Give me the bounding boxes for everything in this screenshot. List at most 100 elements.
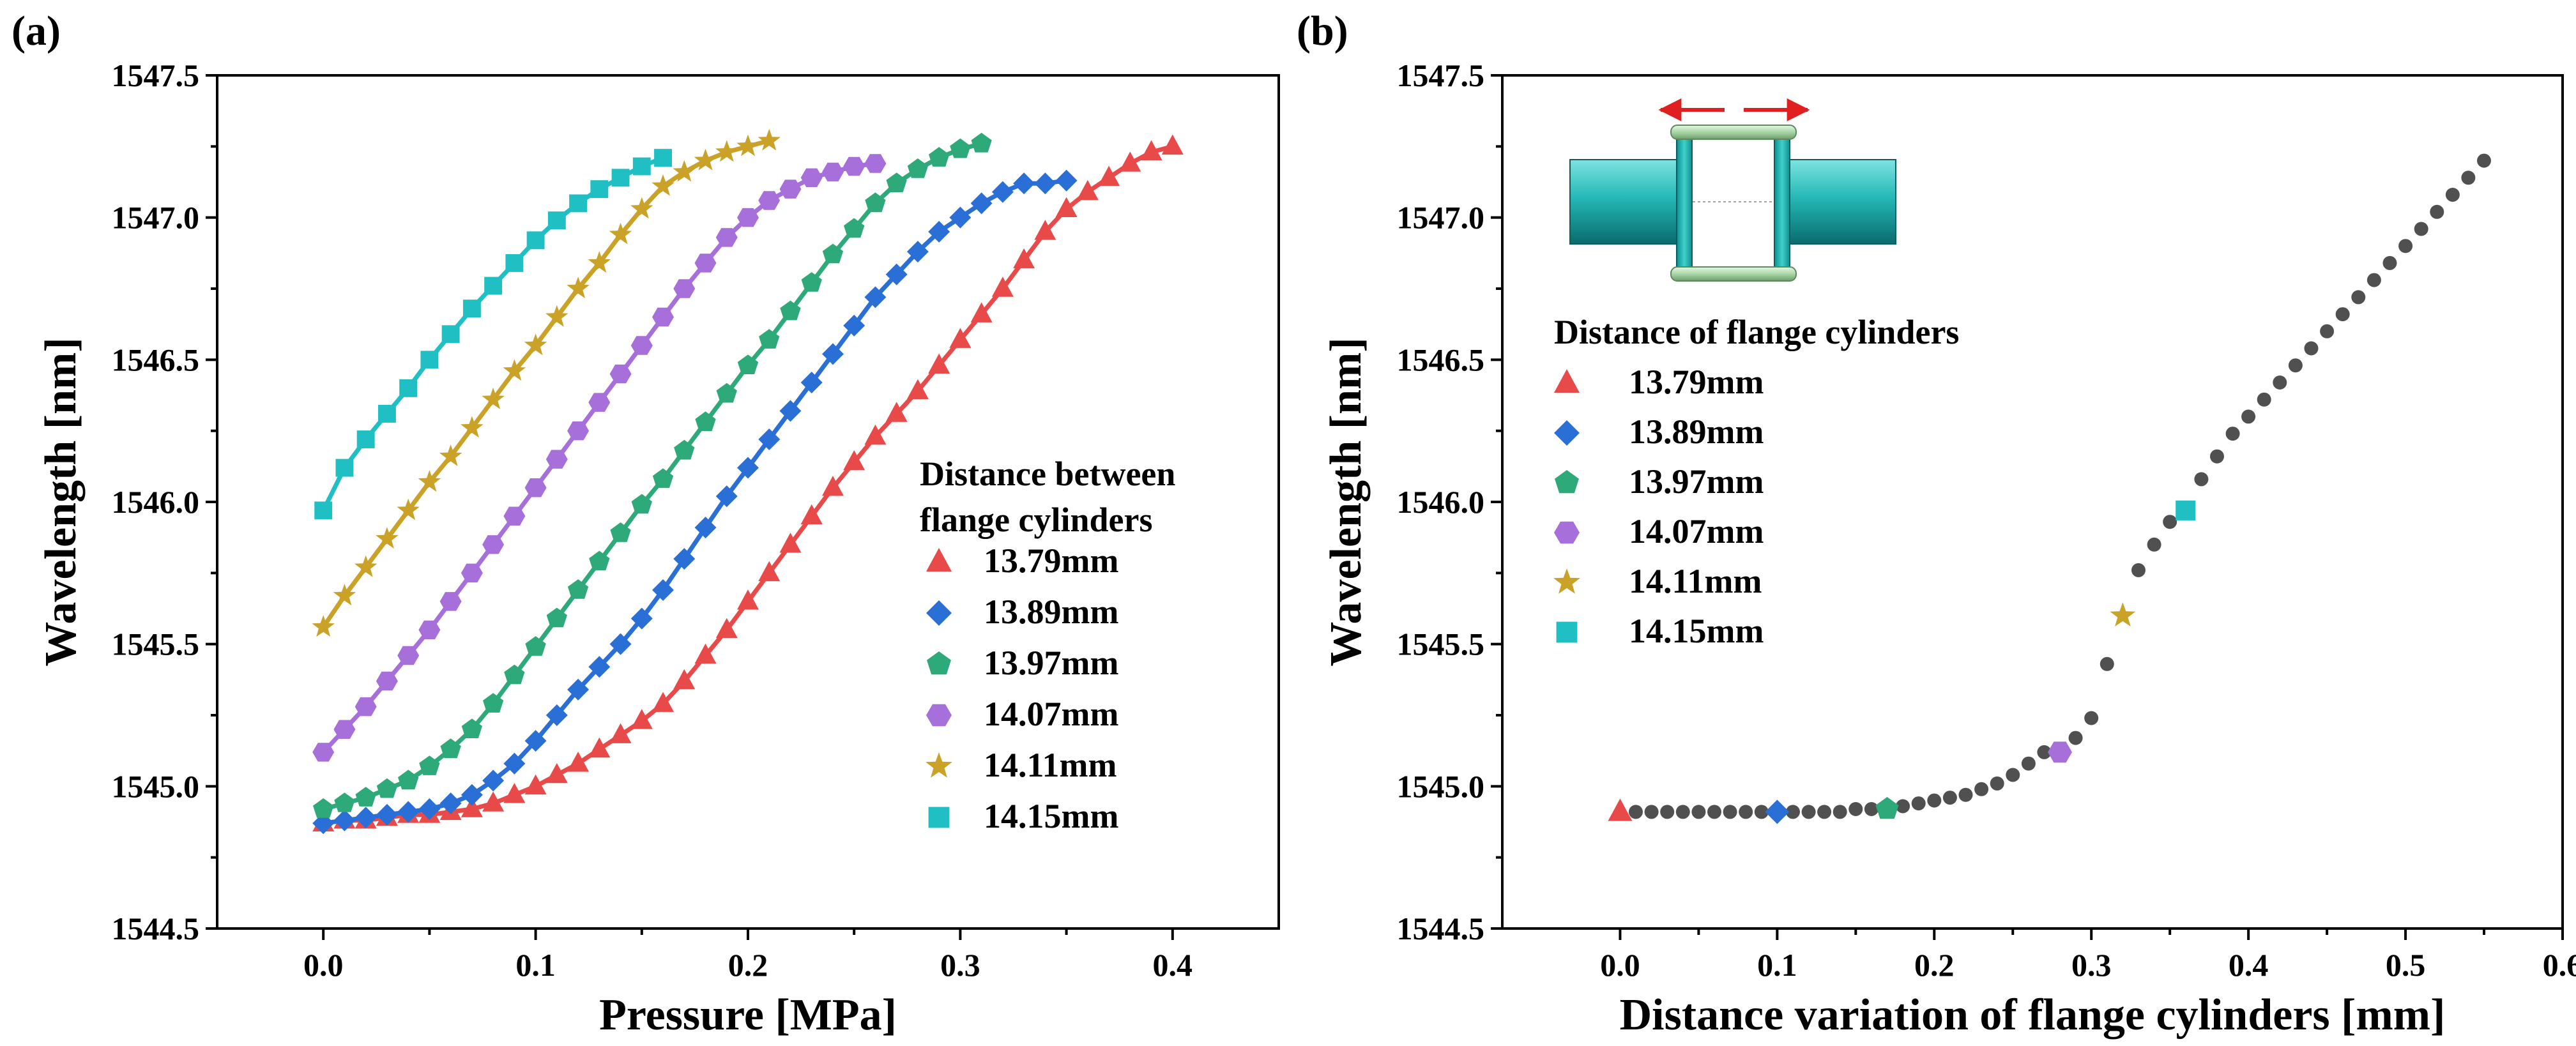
data-point-a-1-19 [715, 485, 738, 508]
y-tick-label-b-3: 1546.0 [1397, 484, 1485, 520]
curve-point-b-14 [1864, 802, 1879, 816]
curve-point-b-11 [1817, 805, 1832, 819]
y-tick-label-a-0: 1544.5 [112, 911, 200, 946]
data-point-a-0-17 [673, 669, 696, 690]
data-point-a-3-5 [418, 620, 441, 640]
data-point-a-4-9 [503, 359, 526, 381]
curve-point-b-48 [2461, 171, 2476, 185]
plot-area-a [312, 128, 1184, 835]
data-point-a-0-18 [694, 643, 717, 664]
legend-marker-a-1 [926, 600, 952, 626]
legend-label-b-4: 14.11mm [1629, 562, 1762, 600]
y-tick-label-b-1: 1545.0 [1397, 768, 1485, 804]
data-point-a-0-38 [1119, 151, 1141, 172]
curve-point-b-0 [1629, 805, 1643, 819]
data-point-a-5-16 [654, 149, 672, 167]
data-point-a-3-8 [482, 535, 505, 554]
data-point-a-0-19 [715, 618, 738, 639]
data-point-a-2-2 [355, 787, 376, 807]
data-point-a-0-24 [821, 476, 844, 496]
y-axis-title-a: Wavelength [nm] [36, 337, 86, 666]
data-point-a-3-7 [461, 563, 483, 583]
data-point-a-2-4 [398, 769, 419, 790]
data-point-a-0-22 [779, 533, 802, 553]
data-point-a-2-14 [610, 522, 631, 542]
axes-b: 0.0 0.1 0.2 0.3 0.4 0.5 0.6 1544.5 1545.0 1545.5 1… [1397, 57, 2576, 983]
data-point-a-1-20 [737, 457, 759, 479]
data-point-a-3-12 [567, 421, 590, 441]
data-point-a-4-11 [545, 305, 568, 327]
x-tick-label-a-2: 0.2 [728, 947, 768, 983]
data-point-a-1-11 [545, 704, 568, 726]
data-point-a-3-6 [439, 592, 462, 611]
x-tick-label-b-3: 0.3 [2071, 947, 2112, 983]
curve-point-b-29 [2147, 537, 2161, 552]
curve-point-b-20 [1974, 782, 1989, 796]
data-point-a-3-24 [822, 162, 844, 182]
data-point-a-4-16 [652, 174, 674, 196]
curve-point-b-39 [2320, 324, 2335, 338]
series-line-a-5 [321, 155, 664, 512]
data-point-a-3-21 [758, 191, 781, 210]
data-point-a-5-15 [632, 157, 651, 176]
panel-label-a: (a) [11, 8, 61, 54]
data-point-a-0-31 [970, 302, 993, 322]
data-point-a-0-35 [1055, 197, 1078, 218]
data-point-a-1-16 [652, 579, 674, 602]
y-tick-label-a-4: 1546.5 [112, 342, 200, 377]
flange-cylinders-illustration [1569, 98, 1896, 282]
curve-point-b-6 [1723, 805, 1737, 819]
curve-point-b-17 [1927, 793, 1942, 808]
curve-point-b-46 [2430, 204, 2444, 219]
data-point-a-0-25 [843, 450, 865, 471]
data-point-a-1-2 [354, 807, 377, 829]
curve-point-b-15 [1896, 799, 1910, 814]
data-point-a-2-31 [971, 132, 992, 153]
data-point-a-5-12 [569, 194, 588, 213]
legend-title-a-line1: Distance between [920, 455, 1175, 493]
data-point-a-1-7 [461, 784, 483, 806]
data-point-a-3-1 [333, 720, 356, 739]
x-tick-label-b-5: 0.5 [2386, 947, 2426, 983]
panel-label-b: (b) [1297, 8, 1348, 54]
curve-point-b-19 [1958, 787, 1973, 802]
data-point-a-1-14 [609, 633, 632, 655]
y-tick-label-b-5: 1547.0 [1397, 200, 1485, 236]
y-axis-title-b: Wavelength [nm] [1322, 337, 1371, 666]
data-point-a-3-15 [630, 336, 653, 355]
y-tick-label-a-5: 1547.0 [112, 200, 200, 236]
data-point-a-3-23 [800, 168, 823, 187]
legend-marker-a-3 [926, 704, 952, 727]
axes-a: 0.0 0.1 0.2 0.3 0.4 1544.5 1545.0 1545.5 1546.0 1… [112, 57, 1193, 983]
y-tick-label-a-3: 1546.0 [112, 484, 200, 520]
curve-point-b-23 [2021, 756, 2036, 771]
data-point-a-1-15 [630, 607, 653, 630]
data-point-a-2-30 [950, 138, 971, 158]
x-tick-label-b-0: 0.0 [1600, 947, 1640, 983]
x-tick-label-b-2: 0.2 [1914, 947, 1955, 983]
data-point-a-1-5 [418, 798, 441, 820]
curve-point-b-42 [2366, 273, 2381, 287]
data-point-a-4-4 [397, 498, 420, 520]
data-point-a-2-10 [525, 636, 546, 656]
curve-point-b-7 [1739, 805, 1753, 819]
data-point-a-0-9 [503, 782, 526, 803]
data-point-a-1-30 [949, 206, 972, 229]
data-point-a-2-19 [716, 383, 737, 403]
data-point-a-2-1 [334, 792, 355, 812]
data-point-a-1-32 [991, 181, 1014, 203]
data-point-a-3-4 [397, 646, 420, 665]
legend-marker-b-5 [1556, 621, 1578, 643]
data-point-a-2-11 [546, 607, 567, 628]
data-point-a-5-13 [590, 180, 609, 199]
data-point-a-0-27 [885, 402, 908, 422]
data-point-a-1-9 [503, 752, 526, 775]
legend-entries-a: 13.79mm 13.89mm 13.97mm 14.07mm 14.11mm 14.15… [926, 542, 1118, 835]
curve-point-b-38 [2304, 341, 2319, 356]
curve-point-b-25 [2068, 731, 2083, 745]
data-point-a-0-13 [588, 737, 611, 758]
data-point-a-2-15 [631, 494, 652, 514]
data-point-a-3-17 [673, 279, 696, 298]
data-point-a-1-8 [482, 769, 505, 792]
plot-area-b [1608, 153, 2491, 824]
